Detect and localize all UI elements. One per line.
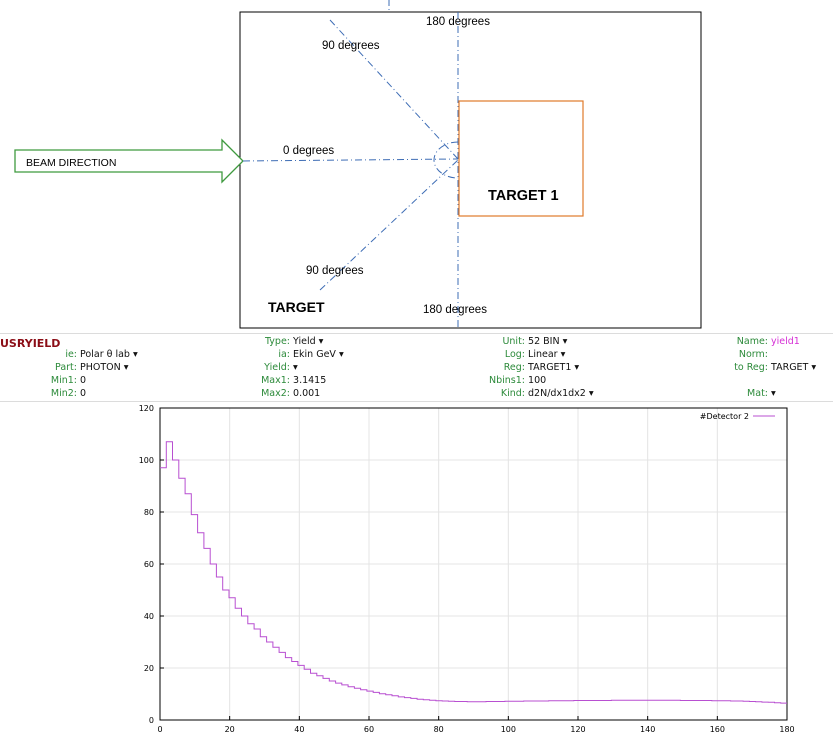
field-type[interactable]: Type: Yield ▾ — [264, 336, 324, 347]
angle-axes — [242, 12, 459, 328]
beam-arrow — [14, 138, 244, 184]
yield-chart: 0 20 40 60 80 100 120 140 160 180020406080100120 … — [139, 404, 795, 734]
field-max1[interactable]: Max1: 3.1415 — [261, 375, 327, 386]
usryield-card: USRYIELD ie: Polar θ lab ▾ Part: PHOTON … — [0, 333, 833, 402]
x-tick-label: 40 — [294, 725, 304, 734]
x-tick-label: 0 — [157, 725, 162, 734]
field-mat[interactable]: Mat: ▾ — [747, 388, 776, 399]
angle-arc — [433, 141, 459, 179]
target-1-label: TARGET 1 — [488, 188, 559, 204]
y-tick-label: 40 — [144, 612, 154, 621]
field-part[interactable]: Part: PHOTON ▾ — [55, 362, 129, 373]
region-target-label: TARGET — [268, 299, 325, 315]
x-tick-label: 180 — [779, 725, 794, 734]
x-tick-label: 20 — [225, 725, 235, 734]
field-min1[interactable]: Min1: 0 — [50, 375, 87, 386]
x-tick-label: 160 — [710, 725, 725, 734]
y-tick-label: 0 — [149, 716, 154, 725]
label-0: 0 degrees — [283, 145, 334, 157]
field-nbins1[interactable]: Nbins1: 100 — [489, 375, 547, 386]
axis-90-bottom — [319, 159, 459, 291]
x-tick-label: 140 — [640, 725, 655, 734]
field-min2[interactable]: Min2: 0 — [50, 388, 87, 399]
x-tick-label: 120 — [570, 725, 585, 734]
label-90-top: 90 degrees — [322, 40, 380, 52]
y-tick-label: 60 — [144, 560, 154, 569]
field-unit[interactable]: Unit: 52 BIN ▾ — [502, 336, 568, 347]
field-ia[interactable]: ia: Ekin GeV ▾ — [278, 349, 344, 360]
field-ie[interactable]: ie: Polar θ lab ▾ — [65, 349, 138, 360]
chart-grid — [159, 407, 788, 721]
field-reg[interactable]: Reg: TARGET1 ▾ — [503, 362, 580, 373]
region-box — [239, 11, 702, 329]
y-tick-label: 100 — [139, 456, 154, 465]
card-title: USRYIELD — [0, 337, 61, 350]
x-tick-label: 80 — [434, 725, 444, 734]
field-name[interactable]: Name: yield1 — [736, 336, 800, 347]
beam-direction-label: BEAM DIRECTION — [26, 157, 116, 169]
axis-ticks: 0 20 40 60 80 100 120 140 160 180 0 20 40 60 80 100 120 — [139, 404, 795, 734]
axis-0 — [242, 158, 459, 162]
x-tick-label: 60 — [364, 725, 374, 734]
x-tick-label: 100 — [501, 725, 516, 734]
chart-legend: #Detector 2 — [700, 412, 775, 421]
field-yield[interactable]: Yield: ▾ — [264, 362, 298, 373]
label-90-bottom: 90 degrees — [306, 265, 364, 277]
field-log[interactable]: Log: Linear ▾ — [504, 349, 566, 360]
axis-90-top — [329, 19, 459, 160]
label-180-top: 180 degrees — [426, 16, 490, 28]
field-max2[interactable]: Max2: 0.001 — [261, 388, 321, 399]
target-1-box — [458, 100, 584, 217]
field-norm[interactable]: Norm: — [738, 349, 768, 360]
y-tick-label: 20 — [144, 664, 154, 673]
y-tick-label: 80 — [144, 508, 154, 517]
geometry-diagram: BEAM DIRECTION 180 degrees 90 degrees 0 … — [14, 0, 702, 329]
legend-label: #Detector 2 — [700, 412, 749, 421]
label-180-bottom: 180 degrees — [423, 304, 487, 316]
field-kind[interactable]: Kind: d2N/dx1dx2 ▾ — [500, 388, 594, 399]
series-detector-2 — [160, 441, 787, 704]
y-tick-label: 120 — [139, 404, 154, 413]
field-to-reg[interactable]: to Reg: TARGET ▾ — [734, 362, 817, 373]
